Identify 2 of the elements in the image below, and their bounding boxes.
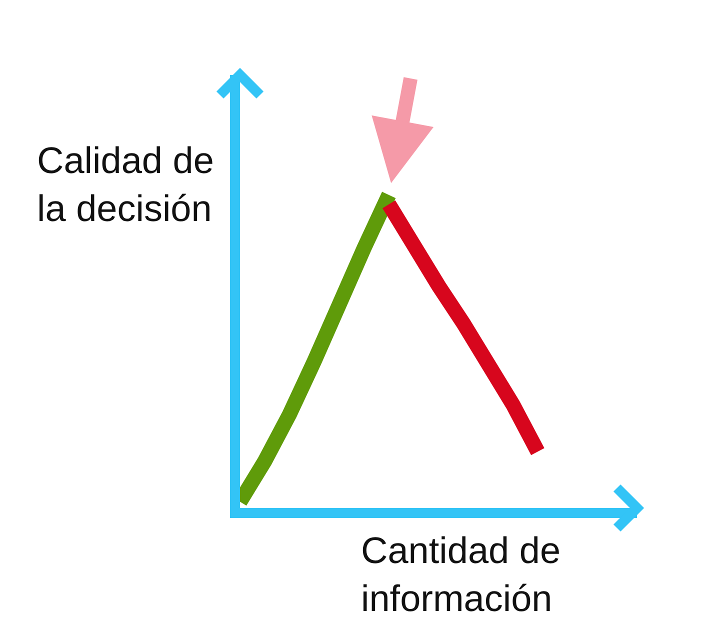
y-axis-title: Calidad de la decisión	[37, 140, 214, 230]
x-axis-title: Cantidad de información	[361, 530, 561, 620]
